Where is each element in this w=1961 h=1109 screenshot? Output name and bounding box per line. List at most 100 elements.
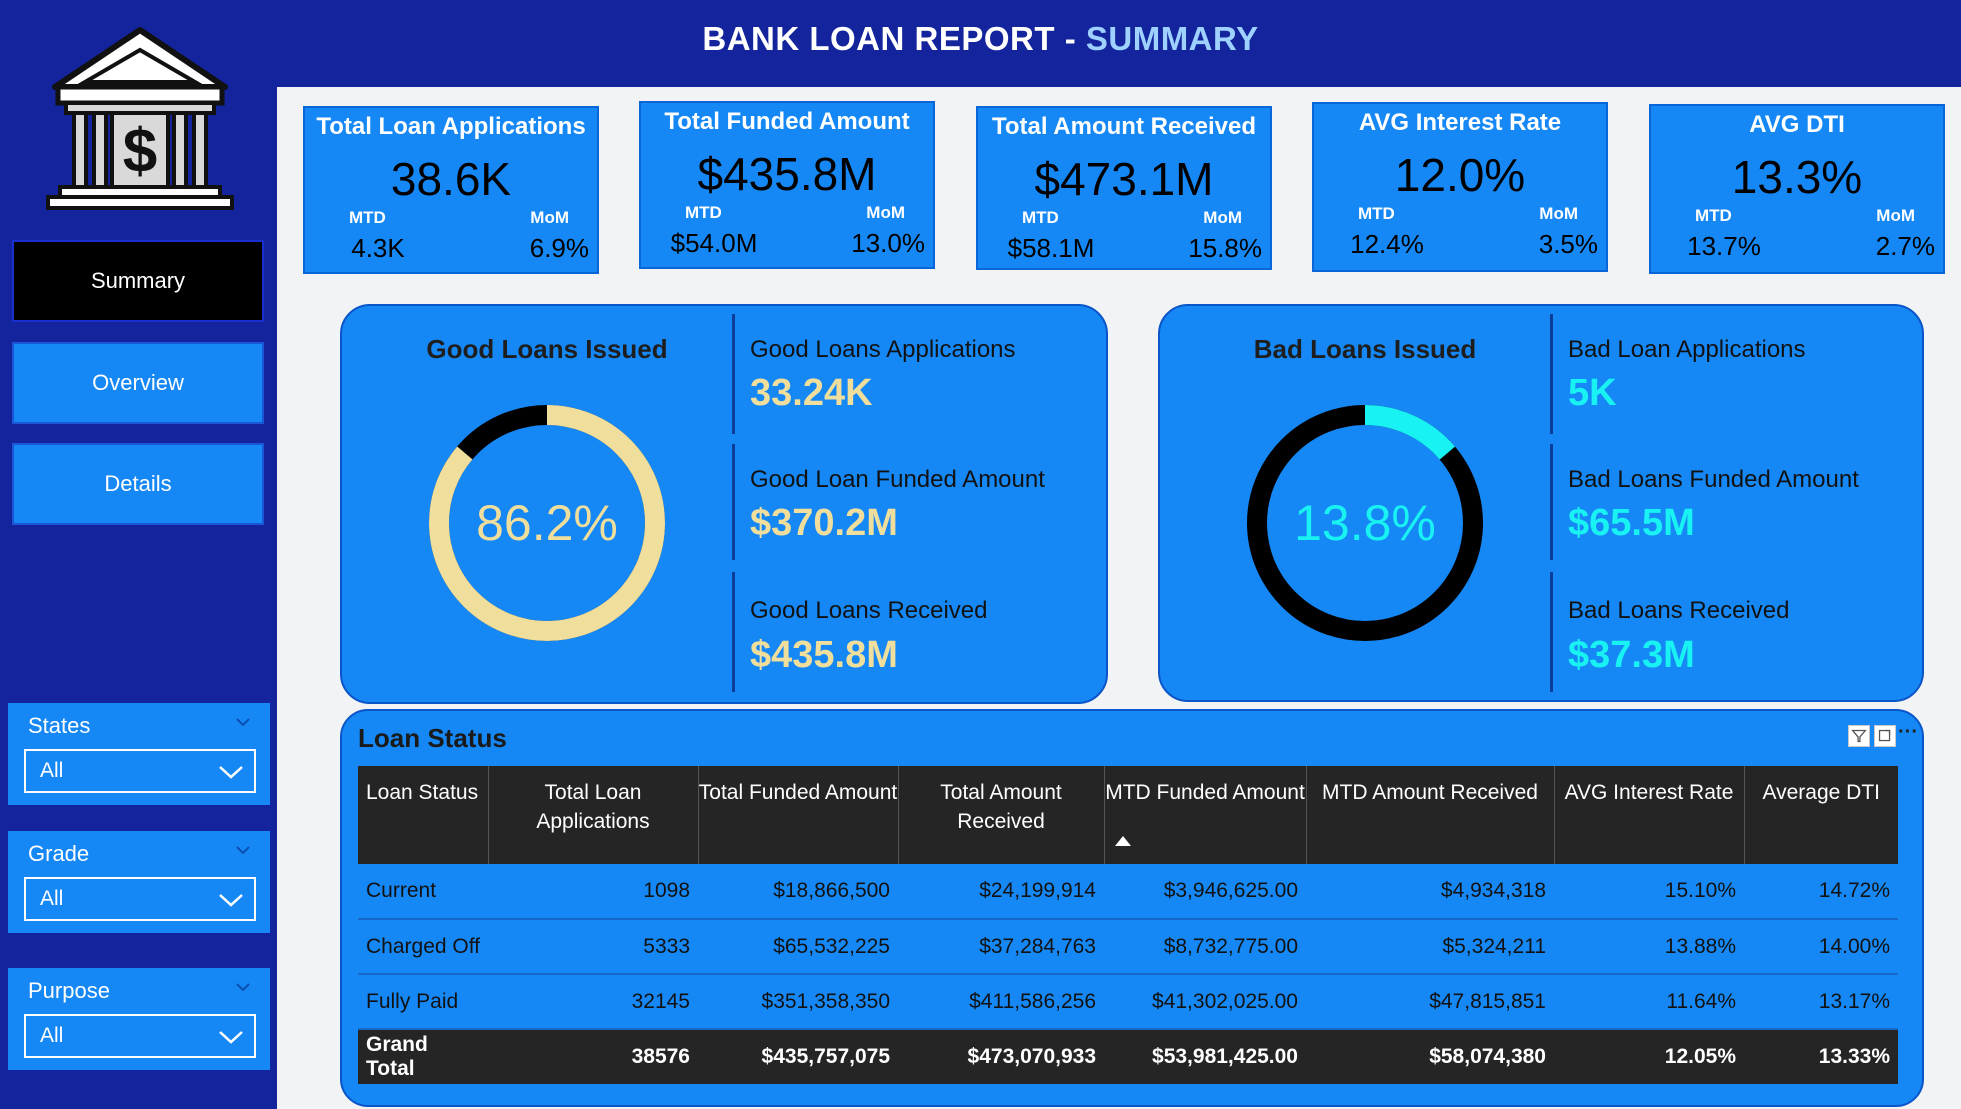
panel-divider [732, 444, 735, 560]
kpi-mtd-label: MTD [1358, 204, 1395, 223]
states-slicer: States All [8, 703, 270, 805]
column-header[interactable]: AVG Interest Rate [1554, 766, 1745, 864]
column-header[interactable]: Total Amount Received [898, 766, 1105, 864]
table-cell: Fully Paid [358, 974, 488, 1030]
kpi-total-loan-applications[interactable]: Total Loan Applications 38.6K MTD MoM 4.… [303, 106, 599, 274]
column-header-label: MTD Funded Amount [1105, 781, 1305, 804]
table-cell: $41,302,025.00 [1104, 974, 1306, 1030]
table-cell: $37,284,763 [898, 919, 1104, 975]
kpi-mtd-value: 12.4% [1350, 229, 1424, 259]
table-cell: 1098 [488, 864, 698, 920]
table-row[interactable]: Charged Off 5333 $65,532,225 $37,284,763… [358, 919, 1898, 975]
table-cell: $8,732,775.00 [1104, 919, 1306, 975]
bad-metric-label: Bad Loans Received [1568, 597, 1790, 624]
more-options-icon[interactable]: ··· [1898, 721, 1918, 743]
good-loans-title: Good Loans Issued [426, 334, 668, 364]
kpi-mtd-value: 13.7% [1687, 231, 1761, 261]
table-title: Loan Status [358, 723, 507, 753]
table-cell: $58,074,380 [1306, 1029, 1554, 1084]
bad-loans-title: Bad Loans Issued [1253, 334, 1477, 364]
nav-label: Details [104, 471, 172, 496]
column-header[interactable]: Loan Status [358, 766, 489, 864]
panel-divider [732, 314, 735, 434]
donut-percent-label: 86.2% [476, 495, 618, 551]
sort-ascending-icon[interactable] [1114, 836, 1131, 846]
table-cell: $4,934,318 [1306, 864, 1554, 920]
table-cell: $47,815,851 [1306, 974, 1554, 1030]
good-metric-value: $370.2M [750, 502, 898, 544]
bad-metric-value: 5K [1568, 372, 1617, 414]
nav-label: Summary [90, 268, 186, 293]
column-header[interactable]: Average DTI [1744, 766, 1898, 864]
table-row[interactable]: Current 1098 $18,866,500 $24,199,914 $3,… [358, 864, 1898, 920]
kpi-value: 12.0% [1394, 149, 1526, 201]
panel-divider [1550, 314, 1553, 434]
table-header-row: Loan Status Total Loan Applications Tota… [358, 766, 1898, 864]
table-cell: $65,532,225 [698, 919, 898, 975]
focus-mode-icon[interactable] [1874, 725, 1896, 747]
column-header[interactable]: Total Loan Applications [488, 766, 699, 864]
page-title: BANK LOAN REPORT - SUMMARY [0, 20, 1961, 58]
bad-metric-label: Bad Loans Funded Amount [1568, 466, 1859, 493]
column-header-sorted[interactable]: MTD Funded Amount [1104, 766, 1307, 864]
good-loans-panel: Good Loans Issued 86.2% Good Loans Appli… [340, 304, 1108, 704]
kpi-title: Total Amount Received [991, 113, 1257, 140]
bad-metric-value: $65.5M [1568, 502, 1695, 544]
kpi-mtd-label: MTD [1022, 208, 1059, 227]
nav-details-button[interactable]: Details [12, 443, 264, 525]
panel-divider [1550, 572, 1553, 692]
kpi-total-funded-amount[interactable]: Total Funded Amount $435.8M MTD MoM $54.… [639, 101, 935, 269]
table-cell: Charged Off [358, 919, 488, 975]
table-cell: 13.33% [1744, 1029, 1898, 1084]
table-cell: $24,199,914 [898, 864, 1104, 920]
kpi-mom-value: 15.8% [1188, 233, 1262, 263]
column-header[interactable]: Total Funded Amount [698, 766, 899, 864]
kpi-mtd-value: 4.3K [351, 233, 405, 263]
grade-slicer: Grade All [8, 831, 270, 933]
bad-loans-panel: Bad Loans Issued 13.8% Bad Loan Applicat… [1158, 304, 1924, 702]
slicer-label: Grade [28, 841, 90, 866]
bad-loans-donut[interactable]: 13.8% [1240, 398, 1490, 648]
kpi-mtd-label: MTD [685, 203, 722, 222]
table-cell: 5333 [488, 919, 698, 975]
states-dropdown[interactable]: All [24, 749, 256, 793]
table-cell: 13.88% [1554, 919, 1744, 975]
kpi-title: AVG DTI [1749, 111, 1845, 138]
kpi-avg-interest-rate[interactable]: AVG Interest Rate 12.0% MTD MoM 12.4% 3.… [1312, 102, 1608, 272]
table-cell: 14.00% [1744, 919, 1898, 975]
chevron-down-icon[interactable] [234, 978, 252, 996]
table-cell: Current [358, 864, 488, 920]
grand-total-row[interactable]: Grand Total 38576 $435,757,075 $473,070,… [358, 1029, 1898, 1084]
good-loans-donut[interactable]: 86.2% [422, 398, 672, 648]
kpi-title: AVG Interest Rate [1358, 109, 1562, 136]
filter-icon[interactable] [1848, 725, 1870, 747]
table-cell: $53,981,425.00 [1104, 1029, 1306, 1084]
kpi-mom-value: 13.0% [851, 228, 925, 258]
dropdown-value: All [40, 759, 64, 782]
purpose-dropdown[interactable]: All [24, 1014, 256, 1058]
kpi-mom-label: MoM [1203, 208, 1242, 227]
chevron-down-icon[interactable] [234, 841, 252, 859]
column-header[interactable]: MTD Amount Received [1306, 766, 1555, 864]
kpi-avg-dti[interactable]: AVG DTI 13.3% MTD MoM 13.7% 2.7% [1649, 104, 1945, 274]
table-row[interactable]: Fully Paid 32145 $351,358,350 $411,586,2… [358, 974, 1898, 1030]
good-metric-label: Good Loans Received [750, 597, 988, 624]
table-cell: 38576 [488, 1029, 698, 1084]
dropdown-value: All [40, 1024, 64, 1047]
nav-summary-button[interactable]: Summary [12, 240, 264, 322]
kpi-total-amount-received[interactable]: Total Amount Received $473.1M MTD MoM $5… [976, 106, 1272, 270]
bad-metric-value: $37.3M [1568, 634, 1695, 676]
good-metric-value: $435.8M [750, 634, 898, 676]
table-cell: $351,358,350 [698, 974, 898, 1030]
chevron-down-icon [219, 766, 243, 779]
slicer-label: States [28, 713, 91, 738]
donut-value-arc [429, 405, 665, 641]
grade-dropdown[interactable]: All [24, 877, 256, 921]
nav-overview-button[interactable]: Overview [12, 342, 264, 424]
kpi-mtd-label: MTD [1695, 206, 1732, 225]
title-accent: SUMMARY [1085, 20, 1259, 57]
loan-status-table-visual: Loan Status ··· Loan Status Total Loan A… [340, 709, 1924, 1107]
chevron-down-icon[interactable] [234, 713, 252, 731]
bad-metric-label: Bad Loan Applications [1568, 336, 1806, 363]
